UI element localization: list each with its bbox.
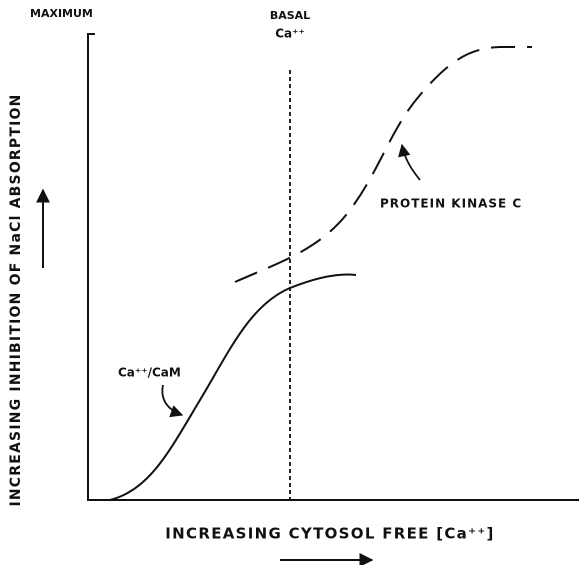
- axes: [87, 33, 579, 501]
- ca-cam-label: Ca⁺⁺/CaM: [118, 366, 181, 380]
- pkc-curve: [234, 46, 532, 283]
- pkc-pointer: [398, 143, 421, 181]
- x-axis-label: INCREASING CYTOSOL FREE [Ca⁺⁺]: [165, 525, 494, 543]
- ca-cam-pointer: [161, 384, 184, 418]
- ca-cam-curve: [109, 273, 357, 501]
- maximum-label: MAXIMUM: [30, 7, 93, 20]
- basal-label: BASAL: [270, 9, 310, 22]
- pkc-label: PROTEIN KINASE C: [380, 197, 522, 211]
- basal-ca-label: Ca⁺⁺: [275, 27, 305, 41]
- y-axis-label: INCREASING INHIBITION OF NaCl ABSORPTION: [8, 93, 24, 506]
